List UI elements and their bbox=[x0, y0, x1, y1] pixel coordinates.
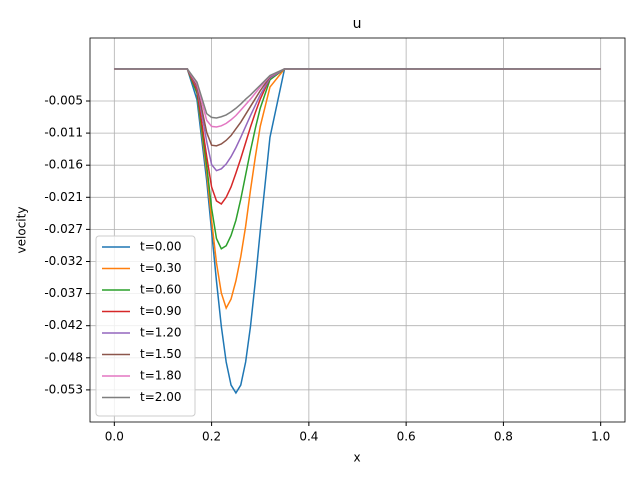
line-series bbox=[114, 68, 601, 119]
line-series bbox=[114, 68, 601, 147]
y-tick-label: -0.048 bbox=[44, 350, 83, 364]
y-axis-label: velocity bbox=[15, 207, 29, 254]
legend-label: t=0.60 bbox=[140, 283, 181, 297]
legend-label: t=0.90 bbox=[140, 304, 181, 318]
line-series bbox=[114, 68, 601, 205]
x-axis-label: x bbox=[353, 451, 360, 465]
legend-label: t=0.00 bbox=[140, 240, 181, 254]
legend-label: t=1.80 bbox=[140, 369, 181, 383]
y-tick-label: -0.016 bbox=[44, 158, 83, 172]
y-tick-label: -0.005 bbox=[44, 93, 83, 107]
line-series bbox=[114, 68, 601, 395]
x-tick-label: 0.2 bbox=[202, 430, 221, 444]
x-tick-label: 0.4 bbox=[299, 430, 318, 444]
y-tick-label: -0.037 bbox=[44, 286, 83, 300]
legend-label: t=1.20 bbox=[140, 326, 181, 340]
y-tick-label: -0.053 bbox=[44, 382, 83, 396]
x-tick-label: 0.0 bbox=[105, 430, 124, 444]
x-tick-label: 0.6 bbox=[397, 430, 416, 444]
y-tick-label: -0.027 bbox=[44, 222, 83, 236]
legend-label: t=0.30 bbox=[140, 261, 181, 275]
y-tick-label: -0.042 bbox=[44, 318, 83, 332]
legend-box bbox=[95, 235, 196, 417]
y-tick-label: -0.032 bbox=[44, 254, 83, 268]
line-series bbox=[114, 68, 601, 250]
y-tick-label: -0.011 bbox=[44, 126, 83, 140]
x-tick-label: 0.8 bbox=[494, 430, 513, 444]
axes-frame bbox=[89, 37, 626, 423]
line-series bbox=[114, 68, 601, 128]
chart-title: u bbox=[353, 16, 362, 32]
y-tick-label: -0.021 bbox=[44, 190, 83, 204]
legend-label: t=1.50 bbox=[140, 347, 181, 361]
legend-label: t=2.00 bbox=[140, 390, 181, 404]
x-tick-label: 1.0 bbox=[591, 430, 610, 444]
line-series bbox=[114, 68, 601, 172]
